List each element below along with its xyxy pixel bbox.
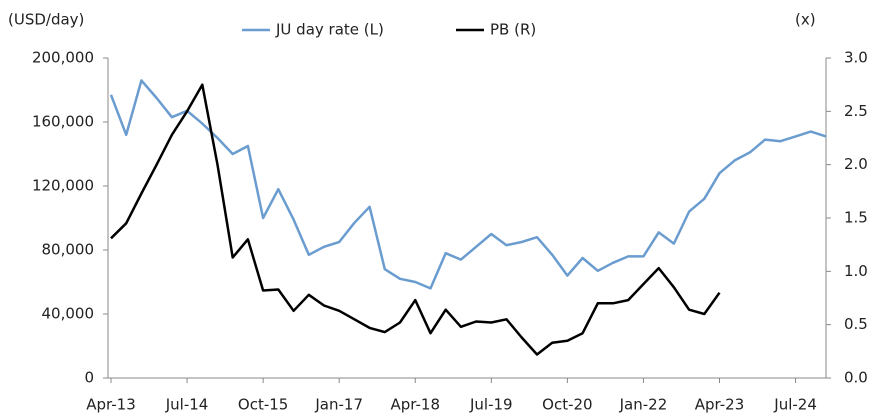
x-tick-label: Jan-17: [314, 396, 363, 414]
y2-tick-label: 2.5: [844, 102, 868, 120]
x-tick-label: Oct-20: [542, 396, 592, 414]
x-tick-label: Jul-24: [773, 396, 817, 414]
y-tick-label: 40,000: [42, 305, 95, 323]
legend-label: PB (R): [490, 21, 536, 39]
y2-axis-label: (x): [795, 11, 816, 29]
y2-tick-label: 1.0: [844, 262, 868, 280]
y2-tick-label: 1.5: [844, 209, 868, 227]
x-tick-label: Jul-19: [469, 396, 513, 414]
y-axis-label: (USD/day): [8, 11, 84, 29]
y2-tick-label: 3.0: [844, 49, 868, 67]
y-tick-label: 0: [84, 369, 94, 387]
series-line: [109, 79, 827, 290]
x-tick-label: Jul-14: [165, 396, 209, 414]
x-tick-label: Oct-15: [238, 396, 288, 414]
y2-tick-label: 2.0: [844, 155, 868, 173]
series-line: [110, 83, 721, 356]
x-tick-label: Apr-23: [695, 396, 745, 414]
y-tick-label: 200,000: [32, 49, 94, 67]
y-tick-label: 120,000: [32, 177, 94, 195]
x-tick-label: Apr-13: [86, 396, 136, 414]
y-tick-label: 160,000: [32, 113, 94, 131]
y2-tick-label: 0.5: [844, 315, 868, 333]
y-tick-label: 80,000: [42, 241, 95, 259]
legend-label: JU day rate (L): [275, 21, 384, 39]
y2-tick-label: 0.0: [844, 369, 868, 387]
x-tick-label: Apr-18: [391, 396, 441, 414]
x-tick-label: Jan-22: [619, 396, 668, 414]
